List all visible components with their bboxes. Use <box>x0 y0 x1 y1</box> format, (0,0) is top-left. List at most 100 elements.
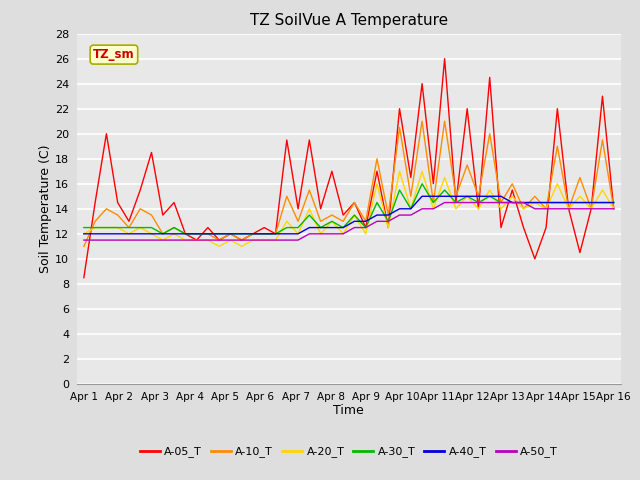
A-05_T <box>576 250 584 255</box>
A-20_T <box>193 237 200 243</box>
A-05_T <box>508 187 516 193</box>
A-10_T <box>204 231 212 237</box>
A-20_T <box>170 231 178 237</box>
A-30_T <box>227 231 234 237</box>
A-05_T <box>610 206 618 212</box>
A-40_T <box>339 225 347 230</box>
A-05_T <box>136 187 144 193</box>
A-40_T <box>598 200 606 205</box>
A-30_T <box>598 200 606 205</box>
A-50_T <box>193 237 200 243</box>
A-20_T <box>452 206 460 212</box>
A-30_T <box>125 225 133 230</box>
A-30_T <box>305 212 313 218</box>
A-10_T <box>531 193 539 199</box>
A-20_T <box>204 237 212 243</box>
A-05_T <box>542 225 550 230</box>
A-20_T <box>182 237 189 243</box>
A-05_T <box>260 225 268 230</box>
A-40_T <box>486 193 493 199</box>
A-40_T <box>520 200 527 205</box>
A-50_T <box>170 237 178 243</box>
A-50_T <box>159 237 166 243</box>
A-10_T <box>508 181 516 187</box>
A-10_T <box>238 237 246 243</box>
A-30_T <box>339 225 347 230</box>
A-50_T <box>148 237 156 243</box>
A-30_T <box>182 231 189 237</box>
A-50_T <box>385 218 392 224</box>
A-10_T <box>396 125 403 131</box>
A-05_T <box>328 168 336 174</box>
A-40_T <box>396 206 403 212</box>
A-10_T <box>170 225 178 230</box>
A-30_T <box>554 200 561 205</box>
A-10_T <box>475 193 483 199</box>
A-50_T <box>114 237 122 243</box>
A-05_T <box>497 225 505 230</box>
A-30_T <box>362 225 369 230</box>
Legend: A-05_T, A-10_T, A-20_T, A-30_T, A-40_T, A-50_T: A-05_T, A-10_T, A-20_T, A-30_T, A-40_T, … <box>136 442 562 462</box>
A-40_T <box>136 231 144 237</box>
A-05_T <box>125 218 133 224</box>
A-50_T <box>204 237 212 243</box>
A-05_T <box>305 137 313 143</box>
A-50_T <box>508 200 516 205</box>
A-50_T <box>486 200 493 205</box>
A-05_T <box>227 231 234 237</box>
A-05_T <box>249 231 257 237</box>
A-05_T <box>520 225 527 230</box>
A-30_T <box>373 200 381 205</box>
Text: TZ_sm: TZ_sm <box>93 48 135 61</box>
A-20_T <box>136 225 144 230</box>
A-20_T <box>159 237 166 243</box>
A-30_T <box>215 231 223 237</box>
A-30_T <box>294 225 302 230</box>
A-20_T <box>92 225 99 230</box>
A-05_T <box>148 150 156 156</box>
A-50_T <box>452 200 460 205</box>
A-40_T <box>564 200 572 205</box>
A-40_T <box>227 231 234 237</box>
A-20_T <box>554 181 561 187</box>
A-40_T <box>283 231 291 237</box>
A-10_T <box>542 206 550 212</box>
A-40_T <box>385 212 392 218</box>
A-05_T <box>238 237 246 243</box>
A-05_T <box>441 56 449 61</box>
A-20_T <box>351 212 358 218</box>
A-05_T <box>102 131 110 137</box>
A-10_T <box>215 237 223 243</box>
A-30_T <box>407 206 415 212</box>
A-30_T <box>429 200 437 205</box>
Line: A-20_T: A-20_T <box>84 171 614 246</box>
A-50_T <box>92 237 99 243</box>
A-10_T <box>497 200 505 205</box>
A-05_T <box>598 93 606 99</box>
A-10_T <box>351 200 358 205</box>
A-50_T <box>294 237 302 243</box>
A-30_T <box>317 225 324 230</box>
A-40_T <box>554 200 561 205</box>
A-50_T <box>283 237 291 243</box>
A-10_T <box>418 119 426 124</box>
A-40_T <box>407 206 415 212</box>
A-30_T <box>486 193 493 199</box>
A-10_T <box>576 175 584 180</box>
A-10_T <box>114 212 122 218</box>
A-20_T <box>576 193 584 199</box>
A-50_T <box>610 206 618 212</box>
A-30_T <box>102 225 110 230</box>
Line: A-10_T: A-10_T <box>84 121 614 246</box>
A-50_T <box>136 237 144 243</box>
A-05_T <box>531 256 539 262</box>
A-30_T <box>260 231 268 237</box>
A-05_T <box>588 206 595 212</box>
A-20_T <box>373 181 381 187</box>
A-20_T <box>260 237 268 243</box>
A-40_T <box>429 193 437 199</box>
A-50_T <box>441 200 449 205</box>
A-50_T <box>272 237 280 243</box>
A-40_T <box>441 193 449 199</box>
A-05_T <box>475 206 483 212</box>
